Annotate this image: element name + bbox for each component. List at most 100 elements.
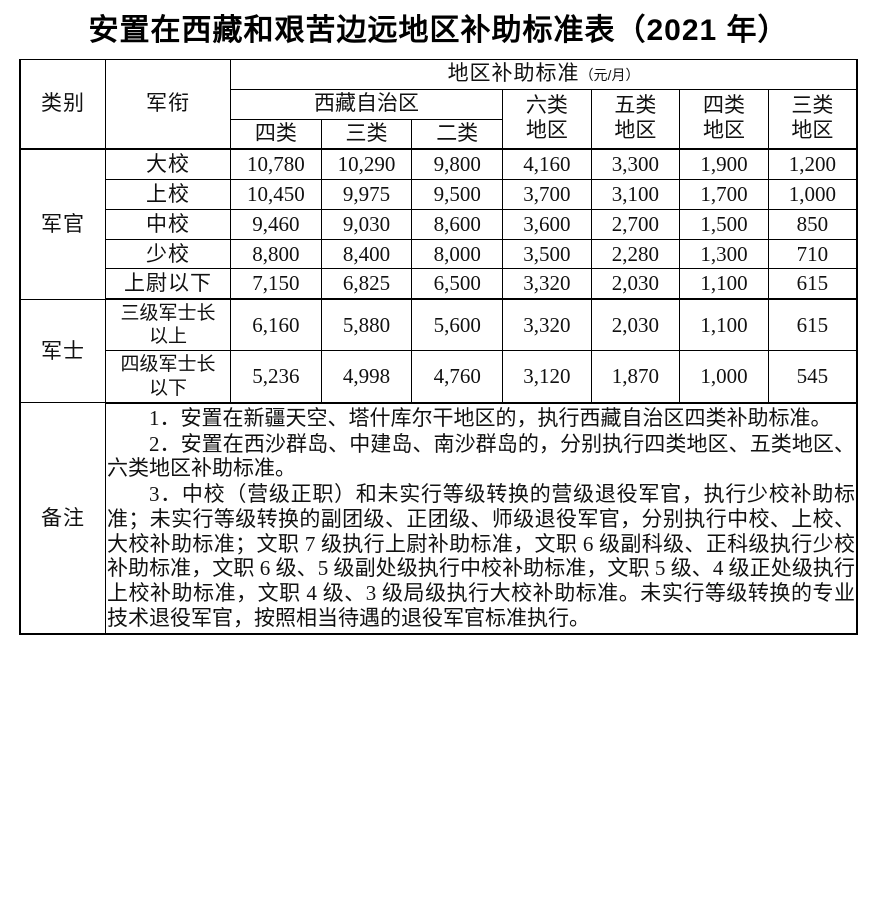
notes-row: 备注 1．安置在新疆天空、塔什库尔干地区的，执行西藏自治区四类补助标准。 2．安… bbox=[18, 402, 858, 635]
cell-value: 2,280 bbox=[590, 238, 681, 270]
cell-value: 2,700 bbox=[590, 208, 681, 240]
notes-label: 备注 bbox=[18, 402, 106, 635]
header-region-class-3-line2: 地区 bbox=[791, 119, 834, 143]
header-region-class-3-line1: 三类 bbox=[791, 94, 834, 118]
header-region-class-3: 三类 地区 bbox=[767, 88, 858, 150]
cell-value: 1,100 bbox=[679, 268, 769, 301]
header-tibet-class-4: 四类 bbox=[230, 118, 322, 151]
cell-value: 5,600 bbox=[411, 298, 504, 352]
table-row: 中校 9,460 9,030 8,600 3,600 2,700 1,500 8… bbox=[20, 208, 858, 240]
header-region-class-4-line1: 四类 bbox=[703, 94, 746, 118]
cell-value: 4,160 bbox=[502, 148, 592, 181]
header-region-class-5: 五类 地区 bbox=[590, 88, 681, 150]
header-row-tibet: 西藏自治区 六类 地区 五类 地区 四类 地区 三类 地区 bbox=[20, 88, 858, 150]
header-tibet-class-3: 三类 bbox=[320, 118, 413, 151]
cell-value: 3,700 bbox=[502, 179, 592, 210]
header-region-class-5-line1: 五类 bbox=[614, 94, 657, 118]
cell-value: 2,030 bbox=[590, 268, 681, 301]
cell-value: 710 bbox=[767, 238, 858, 270]
cell-value: 1,870 bbox=[590, 350, 681, 404]
cell-value: 3,320 bbox=[502, 268, 592, 301]
cell-value: 1,100 bbox=[679, 298, 769, 352]
rank-label: 大校 bbox=[104, 148, 232, 181]
cell-value: 6,160 bbox=[230, 298, 322, 352]
cell-value: 9,800 bbox=[411, 148, 504, 181]
header-row-group: 类别 军衔 地区补助标准（元/月） bbox=[18, 59, 859, 150]
table-row: 少校 8,800 8,400 8,000 3,500 2,280 1,300 7… bbox=[20, 238, 858, 270]
cell-value: 5,880 bbox=[320, 298, 413, 352]
cell-value: 3,100 bbox=[590, 179, 681, 210]
note-item: 3．中校（营级正职）和未实行等级转换的营级退役军官，执行少校补助标准；未实行等级… bbox=[106, 482, 855, 630]
header-region-class-5-line2: 地区 bbox=[614, 119, 657, 143]
cell-value: 3,600 bbox=[502, 208, 592, 240]
subsidy-standards-table: 类别 军衔 地区补助标准（元/月） 西藏自治区 六类 地区 五类 地区 四类 地区 三… bbox=[18, 59, 859, 635]
cell-value: 8,800 bbox=[230, 238, 322, 270]
cell-value: 1,900 bbox=[679, 148, 769, 181]
header-tibet-class-2: 二类 bbox=[411, 118, 504, 151]
note-item: 1．安置在新疆天空、塔什库尔干地区的，执行西藏自治区四类补助标准。 bbox=[148, 405, 832, 430]
rank-label: 上尉以下 bbox=[104, 268, 232, 301]
header-region-subsidy-text: 地区补助标准 bbox=[447, 62, 580, 85]
page-title: 安置在西藏和艰苦边远地区补助标准表（2021 年） bbox=[88, 14, 789, 47]
header-rank: 军衔 bbox=[104, 59, 232, 150]
header-region-subsidy-unit: （元/月） bbox=[579, 67, 640, 83]
cell-value: 9,500 bbox=[411, 179, 504, 210]
cell-value: 6,825 bbox=[320, 268, 413, 301]
table-row: 四级军士长 以下 5,236 4,998 4,760 3,120 1,870 1,… bbox=[20, 350, 858, 404]
cell-value: 850 bbox=[767, 208, 858, 240]
cell-value: 8,400 bbox=[320, 238, 413, 270]
cell-value: 1,700 bbox=[679, 179, 769, 210]
cell-value: 10,450 bbox=[230, 179, 322, 210]
cell-value: 1,500 bbox=[679, 208, 769, 240]
cell-value: 3,500 bbox=[502, 238, 592, 270]
cell-value: 8,000 bbox=[411, 238, 504, 270]
cell-value: 6,500 bbox=[411, 268, 504, 301]
table-row: 军官 大校 10,780 10,290 9,800 4,160 3,300 1,… bbox=[18, 148, 858, 300]
header-region-class-6: 六类 地区 bbox=[502, 88, 592, 150]
rank-label: 四级军士长 以下 bbox=[104, 350, 232, 404]
rank-label: 中校 bbox=[104, 208, 232, 240]
cell-value: 1,000 bbox=[767, 179, 858, 210]
rank-label: 少校 bbox=[104, 238, 232, 270]
cell-value: 9,975 bbox=[320, 179, 413, 210]
cell-value: 10,290 bbox=[320, 148, 413, 181]
header-category: 类别 bbox=[18, 59, 106, 150]
header-region-class-6-line1: 六类 bbox=[525, 94, 568, 118]
cell-value: 5,236 bbox=[230, 350, 322, 404]
header-row-tibet-subclasses: 四类 三类 二类 bbox=[20, 118, 857, 151]
cell-value: 9,460 bbox=[230, 208, 322, 240]
cell-value: 615 bbox=[767, 298, 858, 352]
rank-label: 上校 bbox=[104, 179, 232, 210]
header-region-subsidy-standard: 地区补助标准（元/月） bbox=[230, 59, 859, 90]
cell-value: 7,150 bbox=[230, 268, 322, 301]
cell-value: 3,320 bbox=[502, 298, 592, 352]
table-row: 上校 10,450 9,975 9,500 3,700 3,100 1,700 … bbox=[20, 179, 858, 210]
cell-value: 3,300 bbox=[590, 148, 681, 181]
cell-value: 3,120 bbox=[502, 350, 592, 404]
cell-value: 1,000 bbox=[679, 350, 769, 404]
cell-value: 545 bbox=[767, 350, 858, 404]
rank-label-line1: 四级军士长 bbox=[120, 354, 216, 376]
note-item: 2．安置在西沙群岛、中建岛、南沙群岛的，分别执行四类地区、五类地区、六类地区补助… bbox=[106, 431, 855, 481]
header-tibet-autonomous-region: 西藏自治区 bbox=[230, 88, 504, 120]
notes-body: 1．安置在新疆天空、塔什库尔干地区的，执行西藏自治区四类补助标准。 2．安置在西… bbox=[104, 402, 858, 635]
header-region-class-4: 四类 地区 bbox=[679, 88, 769, 150]
rank-label-line2: 以下 bbox=[148, 377, 187, 399]
header-region-class-4-line2: 地区 bbox=[703, 119, 746, 143]
section-label-sergeants: 军士 bbox=[18, 298, 106, 404]
cell-value: 615 bbox=[767, 268, 858, 301]
table-row: 上尉以下 7,150 6,825 6,500 3,320 2,030 1,100… bbox=[20, 268, 858, 301]
rank-label: 三级军士长 以上 bbox=[104, 298, 232, 352]
cell-value: 1,200 bbox=[767, 148, 858, 181]
cell-value: 4,998 bbox=[320, 350, 413, 404]
cell-value: 4,760 bbox=[411, 350, 504, 404]
rank-label-line2: 以上 bbox=[148, 326, 187, 348]
rank-label-line1: 三级军士长 bbox=[120, 303, 216, 325]
section-label-officers: 军官 bbox=[18, 148, 106, 300]
cell-value: 8,600 bbox=[411, 208, 504, 240]
cell-value: 1,300 bbox=[679, 238, 769, 270]
cell-value: 2,030 bbox=[590, 298, 681, 352]
cell-value: 10,780 bbox=[230, 148, 322, 181]
cell-value: 9,030 bbox=[320, 208, 413, 240]
